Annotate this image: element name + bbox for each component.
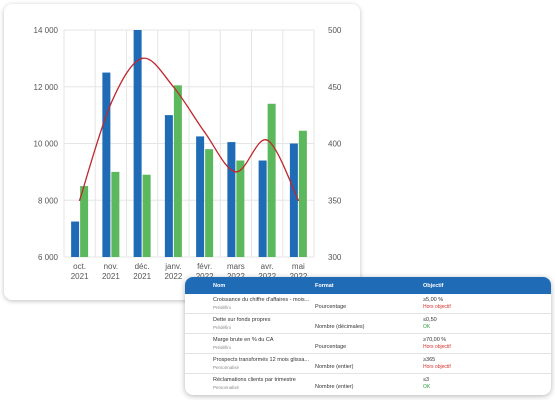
header-format: Format	[315, 282, 334, 289]
bar-blue	[102, 72, 111, 257]
kpi-format: Pourcentage	[315, 303, 347, 310]
kpi-name-cell: Réclamations clients par trimestre Person…	[185, 377, 296, 391]
bar-green	[267, 103, 276, 258]
kpi-name-cell: Croissance du chiffre d'affaires - mois.…	[185, 296, 310, 311]
y-right-tick-label: 350	[328, 196, 342, 205]
kpi-status: Hors objectif	[423, 303, 451, 310]
kpi-target: ≤0,50	[423, 316, 437, 323]
bar-green	[205, 149, 214, 257]
bar-blue	[133, 30, 142, 257]
kpi-table-body: Croissance du chiffre d'affaires - mois.…	[185, 294, 551, 394]
bar-blue	[196, 136, 205, 257]
bar-green	[298, 130, 307, 257]
kpi-name-cell: Dette sur fonds propres Prédéfini	[185, 317, 295, 331]
kpi-objective-cell: ≥365 Hors objectif	[399, 357, 551, 371]
x-tick-label: avr.2022	[258, 262, 276, 281]
kpi-format-cell: Pourcentage	[295, 335, 399, 353]
kpi-name: Dette sur fonds propres	[213, 316, 271, 323]
y-left-tick-label: 12 000	[34, 83, 59, 92]
kpi-format: Nombre (entier)	[315, 384, 354, 390]
kpi-target: ≥70,00 %	[423, 336, 447, 343]
kpi-target: ≤3	[423, 377, 430, 383]
table-row[interactable]: Croissance du chiffre d'affaires - mois.…	[185, 294, 551, 314]
y-right-tick-label: 300	[328, 253, 342, 262]
line-point	[110, 102, 112, 105]
header-name: Nom	[213, 282, 226, 289]
bar-green	[80, 186, 89, 257]
x-tick-label: mai2022	[289, 262, 307, 281]
header-objective: Objectif	[423, 282, 444, 289]
kpi-name-cell: Marge brute en % du CA Prédéfini	[185, 337, 295, 351]
y-left-tick-label: 10 000	[34, 140, 59, 149]
kpi-format-cell: Nombre (entier)	[295, 375, 399, 393]
bar-green	[142, 174, 151, 257]
bar-blue	[289, 143, 298, 257]
y-left-tick-label: 6 000	[38, 253, 59, 262]
bar-green	[111, 171, 120, 257]
kpi-type: Prédéfini	[213, 304, 231, 310]
x-tick-label: mars2022	[227, 262, 245, 281]
kpi-name: Prospects transformés 12 mois glissa...	[213, 356, 309, 363]
kpi-name: Réclamations clients par trimestre	[213, 377, 296, 383]
table-row[interactable]: Dette sur fonds propres Prédéfini Nombre (…	[185, 314, 551, 334]
line-point	[203, 131, 206, 133]
kpi-type: Personnalisé	[213, 364, 240, 370]
kpi-name-cell: Prospects transformés 12 mois glissa... P…	[185, 356, 309, 371]
kpi-format-cell: Pourcentage	[295, 295, 399, 313]
line-point	[78, 199, 81, 202]
line-point	[266, 139, 268, 141]
y-left-tick-label: 8 000	[38, 196, 59, 205]
x-tick-label: nov. 2021	[102, 262, 120, 281]
chart-card: 6 000 8 000 10 000 12 000 14 000 300 350 400 450…	[4, 4, 360, 300]
kpi-status: Hors objectif	[423, 363, 451, 370]
kpi-type: Personnalisé	[213, 385, 240, 390]
combo-chart: 6 000 8 000 10 000 12 000 14 000 300 350 400 450…	[34, 26, 342, 281]
kpi-type: Prédéfini	[213, 344, 231, 350]
kpi-format: Nombre (entier)	[315, 363, 354, 370]
kpi-objective-cell: ≥5,00 % Hors objectif	[399, 297, 551, 311]
table-row[interactable]: Marge brute en % du CA Prédéfini Pourcenta…	[185, 334, 551, 354]
kpi-table-card: Nom Format Objectif Croissance du chiffr…	[185, 277, 551, 395]
x-tick-label: févr.2022	[196, 262, 214, 281]
y-left-tick-label: 14 000	[34, 26, 59, 35]
line-point	[297, 199, 300, 202]
kpi-type: Prédéfini	[213, 324, 231, 330]
line-point	[172, 85, 175, 88]
kpi-status: OK	[423, 384, 431, 390]
y-right-tick-label: 450	[328, 83, 342, 92]
kpi-objective-cell: ≥70,00 % Hors objectif	[399, 337, 551, 351]
line-point	[141, 57, 143, 60]
line-point	[235, 171, 237, 173]
x-tick-label: déc. 2021	[133, 262, 151, 281]
x-tick-label: janv. 2022	[164, 262, 183, 281]
kpi-status: Hors objectif	[423, 343, 451, 350]
bar-green	[173, 85, 182, 257]
bar-blue	[164, 115, 173, 257]
x-tick-label: oct. 2021	[71, 262, 89, 281]
y-right-tick-label: 500	[328, 26, 342, 35]
bar-blue	[258, 160, 267, 257]
table-row[interactable]: Réclamations clients par trimestre Person…	[185, 374, 551, 394]
table-row[interactable]: Prospects transformés 12 mois glissa... P…	[185, 354, 551, 374]
bar-blue	[227, 142, 236, 257]
kpi-status: OK	[423, 323, 431, 330]
kpi-objective-cell: ≤0,50 OK	[399, 317, 551, 331]
y-right-tick-label: 400	[328, 140, 342, 149]
kpi-target: ≥365	[423, 356, 436, 363]
kpi-name: Marge brute en % du CA	[213, 336, 274, 343]
kpi-name: Croissance du chiffre d'affaires - mois.…	[213, 296, 310, 303]
kpi-format: Nombre (décimales)	[315, 323, 365, 330]
kpi-format-cell: Nombre (décimales)	[295, 315, 399, 333]
kpi-table-header: Nom Format Objectif	[185, 277, 551, 294]
kpi-target: ≥5,00 %	[423, 296, 444, 303]
bar-blue	[71, 221, 80, 257]
kpi-format-cell: Nombre (entier)	[295, 355, 399, 373]
bar-green	[236, 160, 245, 257]
kpi-format: Pourcentage	[315, 343, 347, 350]
kpi-objective-cell: ≤3 OK	[399, 377, 551, 391]
